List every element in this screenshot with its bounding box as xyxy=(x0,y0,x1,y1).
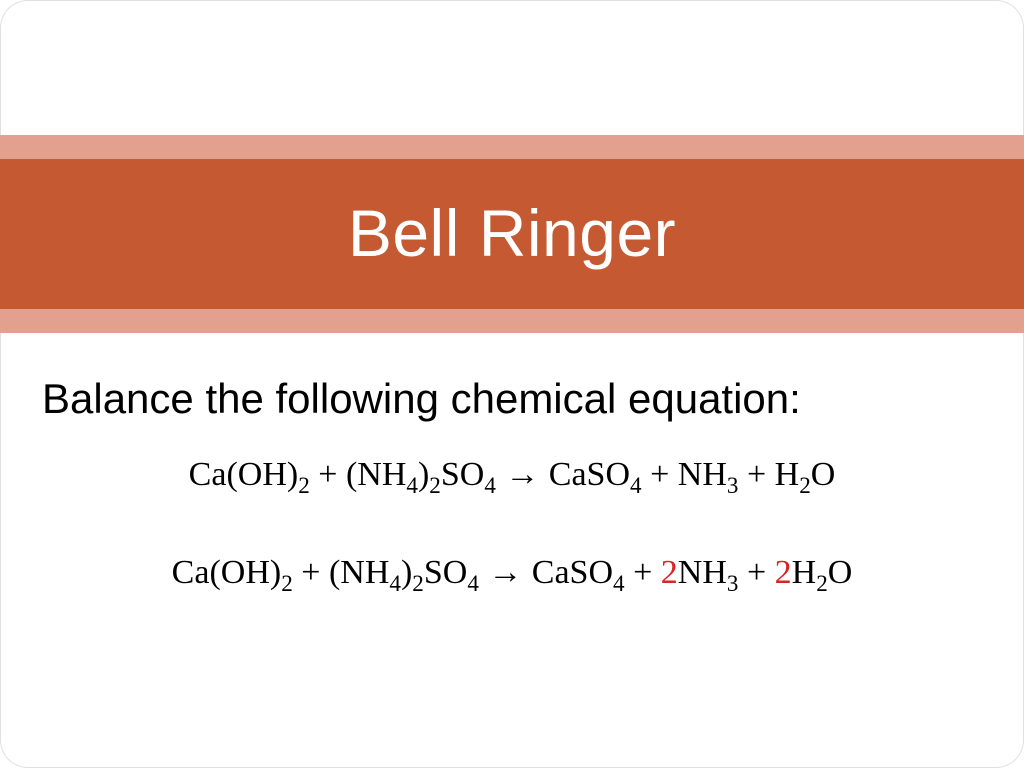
subscript: 2 xyxy=(298,473,310,499)
subscript: 2 xyxy=(281,570,293,596)
plus-sign: + xyxy=(738,554,774,591)
coefficient: 2 xyxy=(661,554,678,591)
product-1: CaSO4 xyxy=(532,554,625,591)
slide: Bell Ringer Balance the following chemic… xyxy=(0,0,1024,768)
equation-answer: Ca(OH)2 + (NH4)2SO4 → CaSO4 + 2NH3 + 2H2… xyxy=(42,549,982,597)
formula-text: ) xyxy=(401,554,412,591)
reaction-arrow: → xyxy=(479,553,532,591)
formula-text: Ca(OH) xyxy=(189,456,299,493)
formula-text: O xyxy=(828,554,853,591)
formula-text: SO xyxy=(441,456,484,493)
slide-content: Balance the following chemical equation:… xyxy=(42,375,982,596)
reactant-1: Ca(OH)2 xyxy=(172,554,293,591)
subscript: 2 xyxy=(816,570,828,596)
subscript: 4 xyxy=(406,473,418,499)
reactant-1: Ca(OH)2 xyxy=(189,456,310,493)
slide-title: Bell Ringer xyxy=(0,159,1024,309)
product-3: 2H2O xyxy=(775,554,853,591)
product-2: NH3 xyxy=(678,456,739,493)
formula-text: (NH xyxy=(346,456,406,493)
formula-text: H xyxy=(775,456,800,493)
reactant-2: (NH4)2SO4 xyxy=(329,554,479,591)
reaction-arrow: → xyxy=(496,455,549,493)
plus-sign: + xyxy=(293,554,329,591)
subscript: 4 xyxy=(389,570,401,596)
product-1: CaSO4 xyxy=(549,456,642,493)
subscript: 3 xyxy=(727,473,739,499)
plus-sign: + xyxy=(738,456,774,493)
subscript: 4 xyxy=(467,570,479,596)
reactant-2: (NH4)2SO4 xyxy=(346,456,496,493)
subscript: 2 xyxy=(799,473,811,499)
equation-problem: Ca(OH)2 + (NH4)2SO4 → CaSO4 + NH3 + H2O xyxy=(42,451,982,499)
plus-sign: + xyxy=(625,554,661,591)
formula-text: (NH xyxy=(329,554,389,591)
formula-text: SO xyxy=(424,554,467,591)
formula-text: O xyxy=(811,456,836,493)
title-accent-bottom xyxy=(0,309,1024,333)
product-3: H2O xyxy=(775,456,836,493)
formula-text: Ca(OH) xyxy=(172,554,282,591)
formula-text: CaSO xyxy=(532,554,613,591)
subscript: 4 xyxy=(630,473,642,499)
plus-sign: + xyxy=(310,456,346,493)
plus-sign: + xyxy=(642,456,678,493)
title-accent-top xyxy=(0,135,1024,159)
subscript: 3 xyxy=(727,570,739,596)
subscript: 4 xyxy=(484,473,496,499)
formula-text: NH xyxy=(678,554,727,591)
formula-text: NH xyxy=(678,456,727,493)
formula-text: ) xyxy=(418,456,429,493)
formula-text: CaSO xyxy=(549,456,630,493)
coefficient: 2 xyxy=(775,554,792,591)
instruction-text: Balance the following chemical equation: xyxy=(42,375,982,423)
product-2: 2NH3 xyxy=(661,554,739,591)
subscript: 2 xyxy=(429,473,441,499)
formula-text: H xyxy=(792,554,817,591)
subscript: 2 xyxy=(412,570,424,596)
title-band: Bell Ringer xyxy=(0,135,1024,333)
subscript: 4 xyxy=(613,570,625,596)
